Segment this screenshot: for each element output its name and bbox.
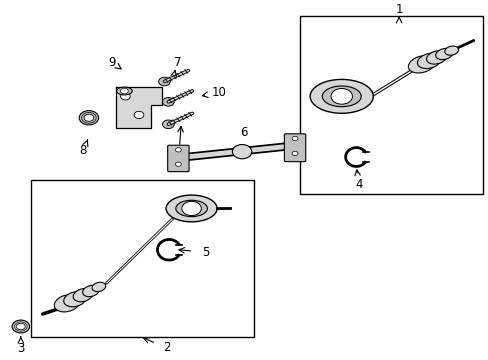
Circle shape	[79, 111, 99, 125]
Circle shape	[175, 148, 181, 152]
Circle shape	[330, 89, 352, 104]
Text: 2: 2	[163, 341, 170, 354]
Ellipse shape	[444, 46, 458, 55]
Text: 3: 3	[17, 342, 24, 355]
Ellipse shape	[63, 292, 86, 307]
Text: 6: 6	[239, 126, 247, 139]
Text: 4: 4	[354, 178, 362, 191]
Ellipse shape	[82, 285, 99, 297]
Circle shape	[162, 98, 174, 106]
Bar	[30, 180, 254, 337]
Ellipse shape	[176, 200, 207, 217]
Circle shape	[162, 120, 174, 129]
Circle shape	[12, 320, 30, 333]
Text: 1: 1	[395, 3, 402, 16]
Ellipse shape	[309, 80, 372, 113]
Text: 7: 7	[173, 56, 181, 69]
Ellipse shape	[426, 51, 446, 64]
Text: 9: 9	[108, 56, 116, 69]
Ellipse shape	[116, 87, 132, 95]
FancyBboxPatch shape	[284, 134, 305, 162]
Bar	[300, 16, 482, 194]
Circle shape	[291, 136, 297, 141]
Circle shape	[158, 77, 170, 86]
Polygon shape	[116, 87, 162, 129]
Ellipse shape	[435, 48, 452, 60]
Ellipse shape	[322, 86, 361, 107]
Circle shape	[17, 323, 25, 330]
Ellipse shape	[73, 288, 93, 302]
Ellipse shape	[417, 53, 441, 68]
Text: 10: 10	[211, 86, 226, 99]
FancyBboxPatch shape	[167, 145, 189, 172]
Circle shape	[232, 144, 251, 159]
Circle shape	[134, 111, 143, 118]
Circle shape	[120, 93, 130, 100]
Text: 11: 11	[171, 149, 186, 162]
Text: 8: 8	[79, 144, 86, 157]
Circle shape	[291, 151, 297, 156]
Ellipse shape	[407, 55, 435, 73]
Ellipse shape	[92, 282, 105, 292]
Ellipse shape	[54, 295, 80, 312]
Text: 5: 5	[202, 246, 209, 259]
Circle shape	[175, 162, 181, 166]
Circle shape	[120, 88, 128, 94]
Ellipse shape	[166, 195, 217, 222]
Circle shape	[182, 201, 201, 216]
Circle shape	[84, 114, 94, 121]
